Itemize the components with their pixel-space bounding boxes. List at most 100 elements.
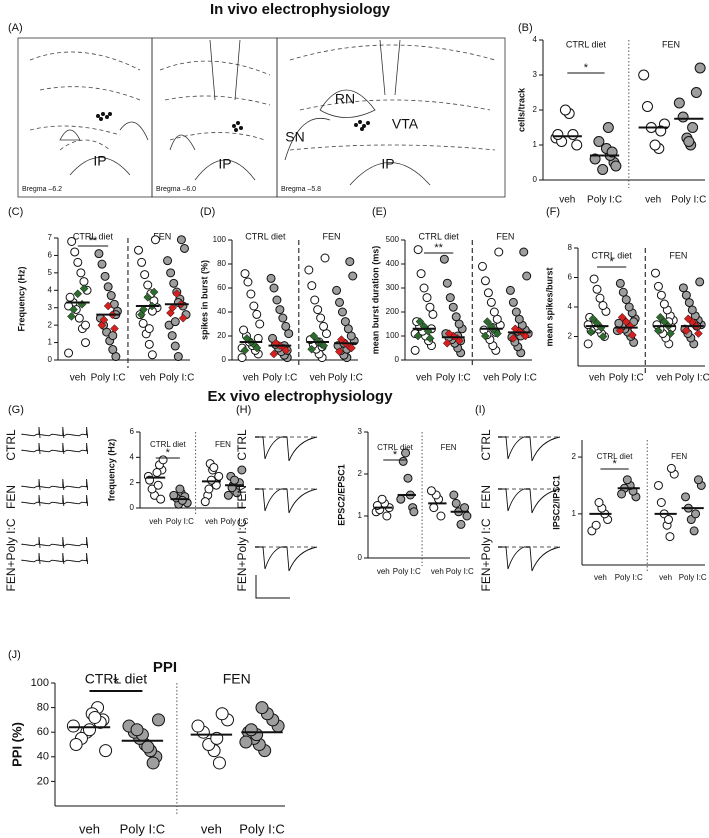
data-point <box>278 313 288 323</box>
data-point <box>108 331 118 341</box>
x-tick-label: Poly I:C <box>328 373 363 384</box>
data-point <box>691 509 701 519</box>
x-tick-label: veh <box>149 517 162 526</box>
y-tick-label: 100 <box>386 331 400 340</box>
highlight-point <box>240 346 250 355</box>
x-tick-label: veh <box>377 567 390 576</box>
data-point <box>559 104 571 116</box>
data-point <box>281 321 291 331</box>
data-point <box>66 719 80 733</box>
data-point <box>445 293 455 303</box>
trace-label: FEN+Poly I:C <box>235 518 249 591</box>
panel-label: (C) <box>8 206 23 218</box>
data-point <box>602 122 614 133</box>
y-tick-label: 6 <box>48 251 53 260</box>
data-point <box>81 320 90 330</box>
y-tick-label: 2 <box>358 469 363 478</box>
data-point <box>269 283 279 293</box>
data-point <box>382 511 392 521</box>
y-tick-label: 3 <box>533 70 538 79</box>
y-tick-label: 0 <box>395 355 400 364</box>
group-label: CTRL diet <box>566 39 607 49</box>
current-trace <box>255 488 318 514</box>
x-tick-label: veh <box>79 821 100 836</box>
group-label: FEN <box>662 39 680 49</box>
group-label: CTRL diet <box>419 231 460 241</box>
group-label: CTRL diet <box>377 443 413 452</box>
highlight-point <box>480 331 490 341</box>
x-tick-label: Poly I:C <box>675 373 709 384</box>
significance-label: * <box>113 675 119 692</box>
data-point <box>594 498 604 507</box>
data-point <box>462 511 472 521</box>
data-point <box>595 293 605 303</box>
bregma-label: Bregma –6.2 <box>22 186 62 193</box>
y-tick-label: 6 <box>568 273 573 282</box>
x-tick-label: Poly I:C <box>446 567 474 576</box>
data-point <box>552 129 564 140</box>
x-tick-label: veh <box>659 573 672 582</box>
x-tick-label: Poly I:C <box>671 195 706 206</box>
data-point <box>163 256 173 266</box>
y-tick-label: 2 <box>568 332 573 341</box>
scale-bar <box>255 575 290 599</box>
data-point <box>583 320 593 330</box>
y-tick-label: 4 <box>533 35 538 44</box>
data-point <box>138 318 148 328</box>
bregma-label: Bregma –6.0 <box>156 186 196 193</box>
data-point <box>156 494 166 504</box>
x-tick-label: Poly I:C <box>166 517 194 526</box>
atlas-section <box>276 37 506 198</box>
x-tick-label: Poly I:C <box>609 373 644 384</box>
highlight-point <box>149 287 159 297</box>
chart-title: PPI <box>153 659 177 676</box>
highlight-point <box>455 336 464 346</box>
data-point <box>335 297 345 307</box>
data-point <box>638 69 650 81</box>
data-point <box>583 339 593 349</box>
data-point <box>519 247 529 257</box>
panel-label: (H) <box>236 404 251 416</box>
spike-trace <box>21 426 89 439</box>
trace-label: FEN <box>235 485 249 509</box>
trace-label: CTRL <box>479 429 493 461</box>
x-tick-label: veh <box>205 517 218 526</box>
highlight-point <box>334 347 344 356</box>
group-label: FEN <box>669 250 687 260</box>
data-point <box>591 520 601 530</box>
data-point <box>70 247 80 257</box>
data-point <box>618 287 628 297</box>
data-point <box>173 352 183 362</box>
data-point <box>147 350 157 360</box>
data-point <box>448 302 458 312</box>
data-point <box>340 317 350 327</box>
highlight-point <box>628 330 637 340</box>
data-point <box>204 484 214 494</box>
data-point <box>429 503 439 513</box>
data-point <box>683 136 695 147</box>
highlight-point <box>653 326 663 335</box>
y-axis-label: frequency (Hz) <box>106 439 116 502</box>
data-point <box>243 277 253 287</box>
data-point <box>684 298 694 308</box>
highlight-point <box>493 329 502 338</box>
region-label: IP <box>218 156 231 172</box>
highlight-point <box>694 329 703 338</box>
highlight-point <box>309 331 319 341</box>
y-tick-label: 8 <box>568 243 573 252</box>
spike-trace <box>21 442 89 455</box>
x-tick-label: Poly I:C <box>436 373 471 384</box>
data-point <box>656 498 666 507</box>
data-point <box>694 62 706 74</box>
data-point <box>479 325 489 335</box>
y-tick-label: 2 <box>533 105 538 114</box>
data-point <box>94 249 104 259</box>
data-point <box>678 283 688 293</box>
bregma-label: Bregma –5.8 <box>281 186 321 193</box>
data-point <box>401 448 411 458</box>
data-point <box>483 288 493 298</box>
y-tick-label: 6 <box>130 427 135 436</box>
x-tick-label: veh <box>594 573 607 582</box>
data-point <box>522 271 532 281</box>
y-tick-label: 0 <box>533 175 538 184</box>
